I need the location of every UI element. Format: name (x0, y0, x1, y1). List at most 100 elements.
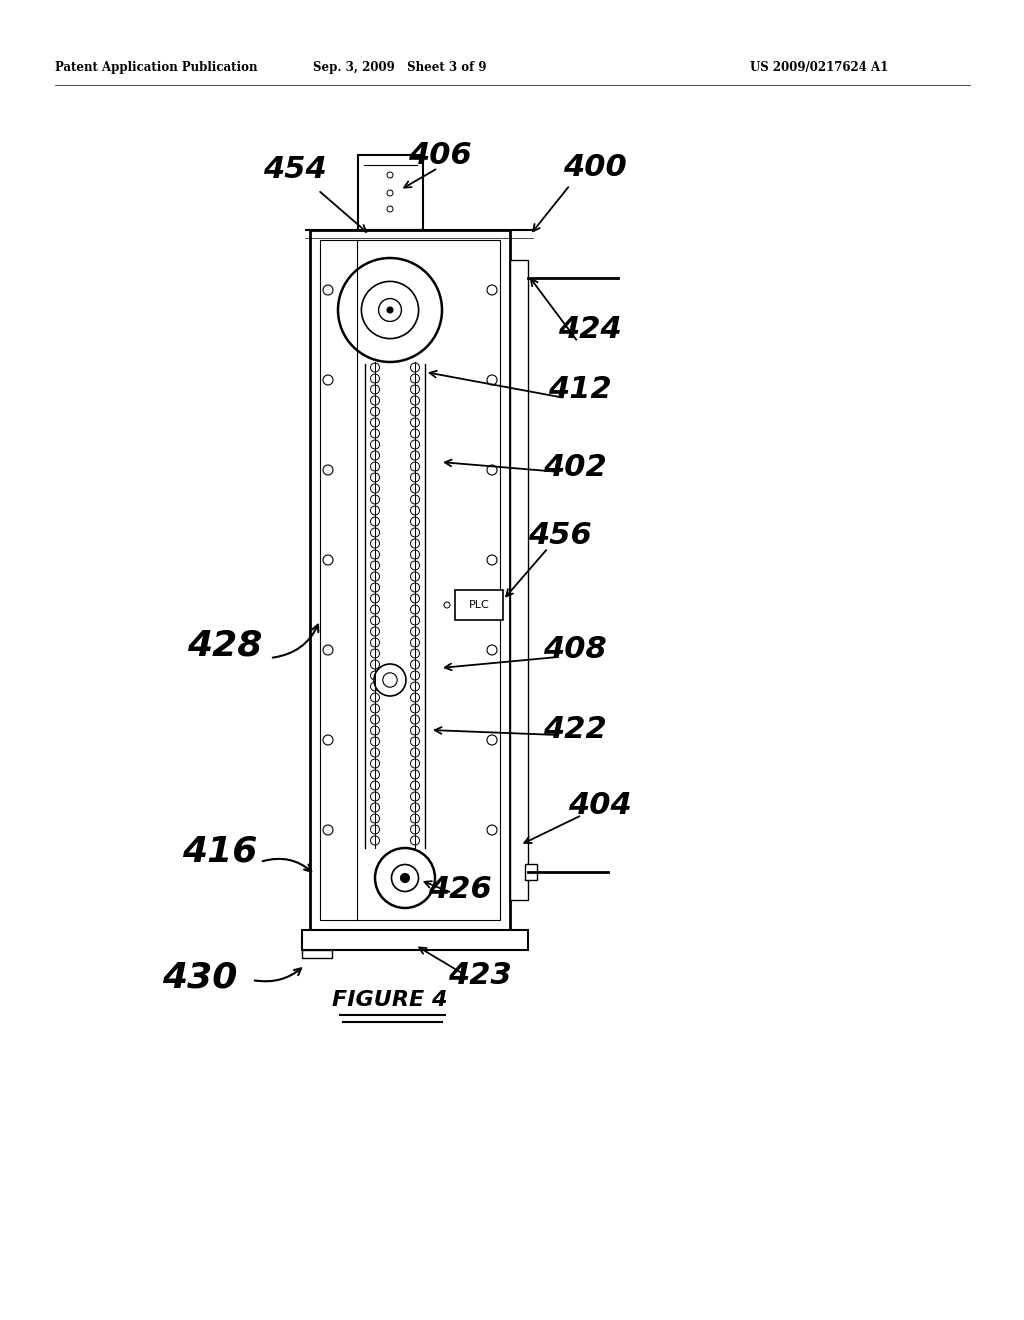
Circle shape (411, 363, 420, 372)
Circle shape (371, 759, 380, 768)
Circle shape (411, 506, 420, 515)
Circle shape (371, 792, 380, 801)
Circle shape (411, 451, 420, 459)
Circle shape (371, 572, 380, 581)
Circle shape (371, 561, 380, 570)
Circle shape (375, 847, 435, 908)
Circle shape (371, 803, 380, 812)
Circle shape (411, 605, 420, 614)
Circle shape (411, 638, 420, 647)
Circle shape (371, 649, 380, 657)
Circle shape (371, 495, 380, 504)
Circle shape (371, 836, 380, 845)
Circle shape (387, 190, 393, 195)
Circle shape (371, 484, 380, 492)
Circle shape (371, 517, 380, 525)
Circle shape (411, 836, 420, 845)
Circle shape (371, 539, 380, 548)
Circle shape (371, 418, 380, 426)
Circle shape (411, 440, 420, 449)
Circle shape (411, 539, 420, 548)
Circle shape (411, 462, 420, 471)
Circle shape (411, 649, 420, 657)
Circle shape (411, 396, 420, 405)
Circle shape (411, 682, 420, 690)
Text: 456: 456 (528, 520, 592, 549)
Circle shape (387, 308, 393, 313)
Circle shape (371, 770, 380, 779)
Text: 422: 422 (543, 715, 607, 744)
Text: Patent Application Publication: Patent Application Publication (55, 62, 257, 74)
Circle shape (371, 462, 380, 471)
Circle shape (371, 715, 380, 723)
Circle shape (411, 495, 420, 504)
Circle shape (371, 583, 380, 591)
Circle shape (371, 374, 380, 383)
Circle shape (411, 803, 420, 812)
Circle shape (371, 627, 380, 636)
Circle shape (371, 506, 380, 515)
Text: 408: 408 (543, 635, 607, 664)
Bar (455, 590, 503, 620)
Circle shape (371, 451, 380, 459)
Circle shape (374, 664, 406, 696)
Circle shape (411, 781, 420, 789)
Circle shape (371, 594, 380, 603)
Bar (302, 931, 528, 950)
Text: 412: 412 (548, 375, 612, 404)
Bar (510, 260, 528, 900)
Circle shape (371, 396, 380, 405)
Circle shape (371, 385, 380, 393)
Text: 428: 428 (187, 628, 263, 663)
Text: 423: 423 (449, 961, 512, 990)
Bar (357, 154, 423, 230)
Text: FIGURE 4: FIGURE 4 (332, 990, 447, 1010)
Circle shape (371, 704, 380, 713)
Text: 424: 424 (558, 315, 622, 345)
Circle shape (411, 429, 420, 438)
Circle shape (411, 517, 420, 525)
Circle shape (371, 748, 380, 756)
Circle shape (411, 473, 420, 482)
Circle shape (371, 737, 380, 746)
Circle shape (361, 281, 419, 339)
Bar (302, 950, 332, 958)
Circle shape (371, 473, 380, 482)
Circle shape (371, 407, 380, 416)
Circle shape (411, 627, 420, 636)
Circle shape (411, 737, 420, 746)
Circle shape (411, 770, 420, 779)
Circle shape (411, 528, 420, 537)
Circle shape (411, 704, 420, 713)
Circle shape (411, 715, 420, 723)
Text: 404: 404 (568, 791, 632, 820)
Circle shape (371, 660, 380, 669)
Circle shape (391, 865, 419, 891)
Circle shape (411, 726, 420, 735)
Text: 430: 430 (163, 961, 238, 995)
Text: 454: 454 (263, 156, 327, 185)
Circle shape (387, 206, 393, 213)
Circle shape (371, 693, 380, 702)
Circle shape (411, 484, 420, 492)
Circle shape (411, 385, 420, 393)
Circle shape (371, 550, 380, 558)
Text: Sep. 3, 2009   Sheet 3 of 9: Sep. 3, 2009 Sheet 3 of 9 (313, 62, 486, 74)
Circle shape (411, 814, 420, 822)
Circle shape (371, 682, 380, 690)
Text: 400: 400 (563, 153, 627, 182)
Text: 402: 402 (543, 454, 607, 483)
Circle shape (371, 440, 380, 449)
Text: PLC: PLC (469, 601, 489, 610)
Text: US 2009/0217624 A1: US 2009/0217624 A1 (750, 62, 888, 74)
Text: 426: 426 (428, 875, 492, 904)
Circle shape (371, 825, 380, 834)
Circle shape (371, 429, 380, 438)
Circle shape (411, 550, 420, 558)
Circle shape (371, 616, 380, 624)
Circle shape (371, 638, 380, 647)
Bar (310, 230, 510, 931)
Circle shape (411, 660, 420, 669)
Circle shape (383, 673, 397, 688)
Bar (525, 865, 537, 880)
